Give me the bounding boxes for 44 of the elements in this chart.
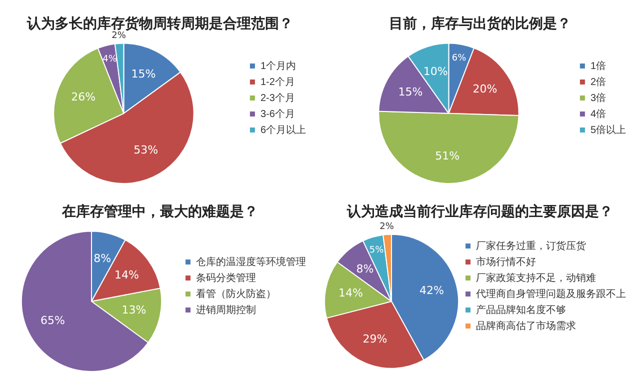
legend-label: 2倍: [590, 76, 606, 88]
data-label: 8%: [356, 262, 374, 276]
legend-label: 条码分类管理: [196, 272, 256, 284]
legend-label: 3-6个月: [260, 108, 295, 120]
data-label: 8%: [94, 252, 112, 266]
legend-label: 1-2个月: [260, 76, 295, 88]
data-label: 5%: [369, 245, 384, 256]
chart-title: 在库存管理中，最大的难题是？: [61, 203, 258, 220]
data-label: 6%: [452, 54, 467, 64]
legend-label: 1倍: [590, 60, 606, 72]
data-label: 42%: [420, 284, 444, 297]
chart-title: 目前，库存与出货的比例是？: [389, 15, 571, 32]
legend-label: 3倍: [590, 92, 606, 104]
legend-label: 看管（防火防盗）: [196, 288, 276, 300]
legend-label: 进销周期控制: [196, 304, 256, 316]
data-label: 4%: [102, 54, 118, 64]
data-label: 14%: [338, 286, 363, 300]
data-label: 13%: [122, 304, 146, 317]
legend-label: 市场行情不好: [476, 256, 536, 268]
data-label: 10%: [423, 64, 448, 78]
legend-label: 5倍以上: [590, 124, 626, 136]
data-label: 51%: [435, 150, 460, 163]
data-label: 26%: [71, 90, 96, 104]
legend-label: 厂家任务过重，订货压货: [476, 240, 586, 252]
chart-title: 认为造成当前行业库存问题的主要原因是？: [346, 203, 613, 220]
legend-label: 6个月以上: [260, 124, 306, 136]
data-label: 15%: [131, 68, 156, 81]
data-label: 2%: [380, 222, 394, 232]
legend-label: 品牌商高估了市场需求: [476, 320, 576, 332]
legend-label: 仓库的温湿度等环境管理: [196, 256, 306, 268]
legend-label: 产品品牌知名度不够: [476, 304, 566, 316]
legend-label: 2-3个月: [260, 92, 295, 104]
data-label: 2%: [112, 30, 126, 41]
chart-title: 认为多长的库存货物周转周期是合理范围？: [26, 15, 293, 32]
data-label: 14%: [114, 268, 139, 282]
data-label: 20%: [472, 82, 498, 96]
legend-label: 1个月内: [260, 60, 296, 72]
data-label: 65%: [40, 314, 65, 327]
data-label: 29%: [362, 332, 388, 346]
legend-label: 4倍: [590, 108, 606, 120]
data-label: 15%: [398, 86, 423, 99]
legend-label: 代理商自身管理问题及服务跟不上: [475, 288, 626, 300]
legend-label: 厂家政策支持不足，动销难: [476, 272, 596, 284]
data-label: 53%: [134, 144, 158, 157]
